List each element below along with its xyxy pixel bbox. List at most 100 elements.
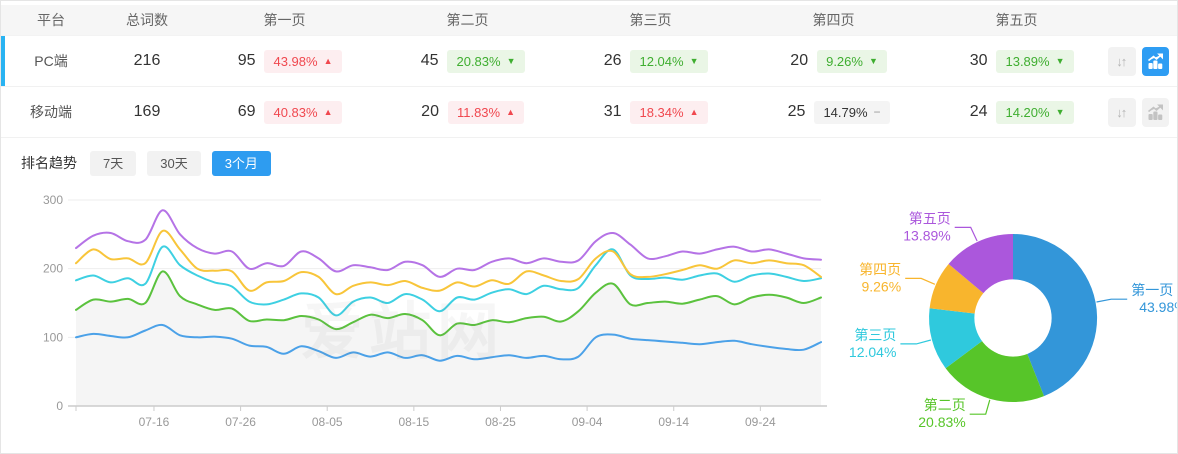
trend-chart-button[interactable] — [1141, 97, 1169, 127]
platform-name: 移动端 — [30, 104, 72, 120]
page-count: 20 — [790, 52, 809, 69]
table-row[interactable]: 移动端 169 69 40.83% ▲ 20 11.83% ▲ 31 18.34% ▲… — [1, 87, 1177, 138]
tab-30-days[interactable]: 30天 — [147, 150, 201, 176]
svg-text:09-14: 09-14 — [658, 415, 689, 429]
trend-direction-icon: ▲ — [506, 106, 516, 117]
table-row[interactable]: PC端 216 95 43.98% ▲ 45 20.83% ▼ 26 12.04% ▼… — [1, 36, 1177, 87]
donut-label: 第四页 9.26% — [859, 261, 901, 294]
svg-text:0: 0 — [56, 399, 63, 413]
col-platform: 平台 — [37, 12, 65, 28]
percent-badge: 40.83% ▲ — [264, 100, 342, 124]
percent-badge: 14.79% − — [814, 100, 890, 124]
donut-slice — [1013, 233, 1098, 397]
percent-value: 12.04% — [639, 53, 684, 69]
page-count: 69 — [237, 103, 256, 120]
percent-badge: 20.83% ▼ — [447, 49, 525, 73]
col-page1: 第一页 — [263, 12, 306, 28]
page-count: 95 — [237, 52, 256, 69]
percent-value: 18.34% — [639, 104, 684, 120]
percent-value: 13.89% — [1005, 53, 1050, 69]
trend-chart-icon — [1147, 53, 1163, 69]
percent-value: 40.83% — [273, 104, 318, 120]
percent-value: 43.98% — [273, 53, 318, 69]
trend-direction-icon: ▼ — [1055, 106, 1065, 117]
charts-area: 0 100 200 300 07-16 07-26 08-05 08-15 08-25 09-04… — [1, 186, 1177, 454]
page-count: 26 — [603, 52, 622, 69]
trend-direction-icon: ▲ — [689, 106, 699, 117]
donut-label: 第三页 12.04% — [849, 327, 896, 360]
page-count: 20 — [421, 103, 439, 120]
donut-label: 第二页 20.83% — [918, 397, 965, 430]
page-count: 31 — [603, 103, 622, 120]
sort-button[interactable]: ↓↑ — [1108, 97, 1136, 127]
svg-text:07-16: 07-16 — [139, 415, 170, 429]
sort-arrows-icon: ↓↑ — [1116, 104, 1127, 120]
trend-direction-icon: ▼ — [506, 55, 516, 66]
page-cell: 45 20.83% ▼ — [376, 49, 559, 73]
trend-direction-icon: ▲ — [323, 106, 333, 117]
page-cell: 95 43.98% ▲ — [193, 49, 376, 73]
svg-text:08-15: 08-15 — [398, 415, 429, 429]
trend-direction-icon: ▲ — [323, 55, 333, 66]
svg-text:200: 200 — [43, 262, 63, 276]
total-count: 216 — [133, 52, 161, 69]
percent-value: 14.79% — [823, 104, 868, 120]
page-cell: 69 40.83% ▲ — [193, 100, 376, 124]
svg-text:09-04: 09-04 — [572, 415, 603, 429]
trend-section-title: 排名趋势 — [21, 155, 77, 171]
page-cell: 31 18.34% ▲ — [559, 100, 742, 124]
sort-button[interactable]: ↓↑ — [1108, 46, 1136, 76]
percent-value: 11.83% — [456, 104, 501, 120]
trend-toolbar: 排名趋势 7天 30天 3个月 — [1, 148, 1177, 178]
trend-chart-icon — [1147, 104, 1163, 120]
page-count: 25 — [787, 103, 806, 120]
page-cell: 25 14.79% − — [742, 100, 925, 124]
page-cell: 26 12.04% ▼ — [559, 49, 742, 73]
sort-arrows-icon: ↓↑ — [1116, 53, 1127, 69]
page-count: 45 — [420, 52, 439, 69]
table-body: PC端 216 95 43.98% ▲ 45 20.83% ▼ 26 12.04% ▼… — [1, 35, 1177, 138]
svg-text:100: 100 — [43, 330, 63, 344]
percent-value: 14.20% — [1005, 104, 1050, 120]
row-actions: ↓↑ — [1108, 46, 1177, 76]
svg-text:09-24: 09-24 — [745, 415, 776, 429]
svg-text:07-26: 07-26 — [225, 415, 256, 429]
page-cell: 24 14.20% ▼ — [925, 100, 1108, 124]
trend-direction-icon: ▼ — [868, 55, 878, 66]
trend-direction-icon: − — [873, 105, 881, 119]
svg-text:08-25: 08-25 — [485, 415, 516, 429]
donut-label: 第五页 13.89% — [903, 210, 950, 243]
page-count: 24 — [969, 103, 988, 120]
col-page3: 第三页 — [629, 12, 672, 28]
percent-badge: 13.89% ▼ — [996, 49, 1074, 73]
tab-3-months[interactable]: 3个月 — [211, 150, 271, 176]
col-page4: 第四页 — [812, 12, 855, 28]
percent-badge: 9.26% ▼ — [817, 49, 887, 73]
percent-badge: 18.34% ▲ — [630, 100, 708, 124]
trend-direction-icon: ▼ — [689, 55, 699, 66]
row-actions: ↓↑ — [1108, 97, 1177, 127]
rank-trend-line-chart[interactable]: 0 100 200 300 07-16 07-26 08-05 08-15 08-25 09-04… — [1, 186, 836, 454]
percent-value: 20.83% — [456, 53, 501, 69]
col-page5: 第五页 — [995, 12, 1038, 28]
tab-7-days[interactable]: 7天 — [90, 150, 137, 176]
percent-badge: 11.83% ▲ — [447, 100, 525, 124]
col-page2: 第二页 — [446, 12, 489, 28]
table-header: 平台 总词数 第一页 第二页 第三页 第四页 第五页 — [1, 5, 1177, 35]
percent-badge: 43.98% ▲ — [264, 49, 342, 73]
page-cell: 20 11.83% ▲ — [376, 100, 559, 124]
total-count: 169 — [133, 103, 161, 120]
trend-chart-button[interactable] — [1141, 46, 1169, 76]
percent-badge: 12.04% ▼ — [630, 49, 708, 73]
page-count: 30 — [969, 52, 988, 69]
percent-badge: 14.20% ▼ — [996, 100, 1074, 124]
svg-text:300: 300 — [43, 193, 63, 207]
trend-direction-icon: ▼ — [1055, 55, 1065, 66]
svg-text:08-05: 08-05 — [312, 415, 343, 429]
page-cell: 30 13.89% ▼ — [925, 49, 1108, 73]
col-total: 总词数 — [126, 12, 168, 28]
percent-value: 9.26% — [826, 53, 863, 69]
